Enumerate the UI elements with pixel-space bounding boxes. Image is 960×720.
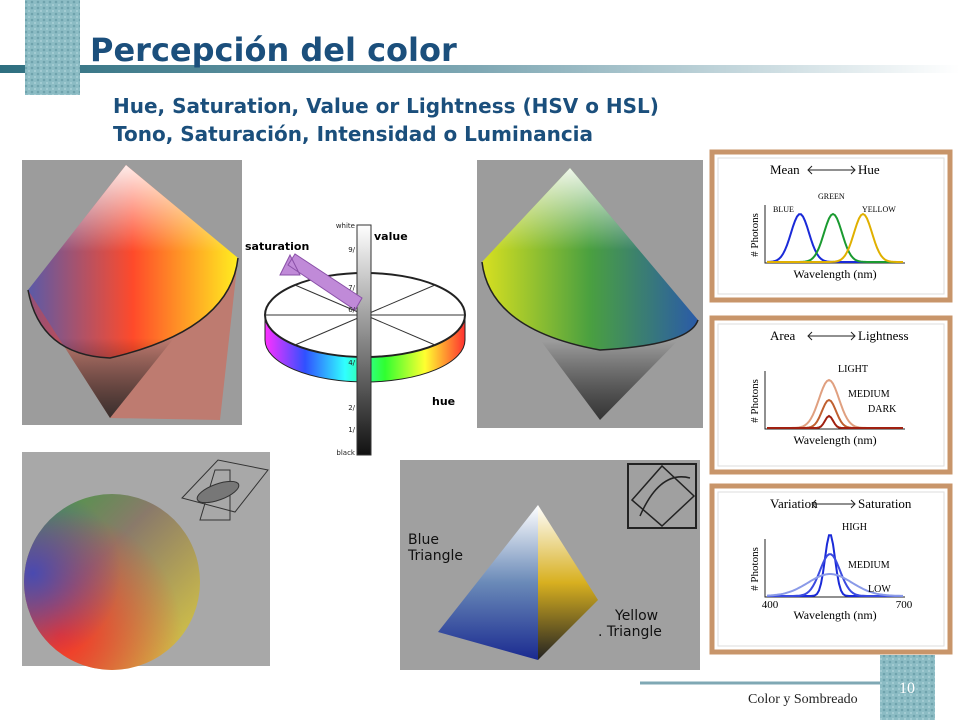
page-box (880, 655, 935, 720)
y-axis-label: # Photons (749, 213, 761, 257)
scale-label: 4/ (348, 359, 355, 367)
panel-heading: Lightness (858, 328, 909, 343)
panel-heading: Mean (770, 162, 800, 177)
footer: Color y Sombreado (748, 692, 858, 707)
hsl-disc-image (22, 452, 270, 670)
curve-label: HIGH (842, 522, 867, 533)
x-tick-label: 400 (762, 599, 779, 611)
spectrum-curve (767, 212, 903, 263)
header-band (0, 65, 960, 73)
y-axis-label: # Photons (749, 379, 761, 423)
pyramid-label: Blue Triangle (407, 532, 463, 564)
panel-inner (717, 323, 945, 467)
hsv-cone-image (477, 160, 703, 428)
hsv-diagram (264, 224, 466, 456)
arrow (807, 165, 856, 175)
panel-frame (709, 149, 953, 303)
diagram-label: hue (432, 395, 455, 408)
diagram-label: value (374, 230, 408, 243)
scale-label: 6/ (348, 306, 355, 314)
y-axis-label: # Photons (749, 547, 761, 591)
scale-label: 9/ (348, 246, 355, 254)
arrow (807, 331, 856, 341)
spectrum-panel: Mean Hue BLUE GREEN YELLOW # Photons Wavelengt… (709, 149, 953, 303)
curve-label: GREEN (818, 192, 845, 201)
panel-frame (709, 315, 953, 475)
curve-label: LIGHT (838, 364, 868, 375)
spectrum-curve (766, 573, 903, 597)
spectrum-panel: Area Lightness LIGHT MEDIUM DARK # Photons Wav… (709, 315, 953, 475)
spectrum-curve (767, 553, 903, 597)
curve-label: YELLOW (862, 205, 896, 214)
panel-heading: Saturation (858, 496, 912, 511)
subtitle: Hue, Saturation, Value or Lightness (HSV… (113, 94, 659, 118)
page-number: 10 (899, 680, 915, 697)
title: Percepción del color (90, 31, 457, 69)
hsv-cone-image (22, 160, 242, 425)
x-axis-label: Wavelength (nm) (793, 608, 876, 622)
scale-label: black (336, 449, 356, 457)
panel-inner (717, 491, 945, 647)
curve-label: DARK (868, 404, 897, 415)
subtitle: Tono, Saturación, Intensidad o Luminanci… (113, 122, 593, 146)
panel-inner (717, 157, 945, 295)
spectrum-curve (767, 414, 903, 429)
panel-heading: Variation (770, 496, 818, 511)
scale-label: 2/ (348, 404, 355, 412)
pyramid-label: Yellow. Triangle (598, 608, 662, 640)
x-axis-label: Wavelength (nm) (793, 433, 876, 447)
arrow (811, 499, 856, 509)
panel-heading: Hue (858, 162, 880, 177)
curve-label: LOW (868, 584, 891, 595)
scale-label: white (336, 222, 355, 230)
curve-label: MEDIUM (848, 560, 890, 571)
panel-frame (709, 483, 953, 655)
diagram-label: saturation (245, 240, 309, 253)
pyramid-image (400, 460, 700, 670)
curve-label: BLUE (773, 205, 794, 214)
header-block (25, 0, 80, 95)
x-tick-label: 700 (896, 599, 913, 611)
scale-label: 7/ (348, 284, 355, 292)
x-axis-label: Wavelength (nm) (793, 267, 876, 281)
spectrum-panel: Variation Saturation HIGH MEDIUM LOW # Photon… (709, 483, 953, 655)
panel-heading: Area (770, 328, 795, 343)
scale-label: 1/ (348, 426, 355, 434)
curve-label: MEDIUM (848, 389, 890, 400)
